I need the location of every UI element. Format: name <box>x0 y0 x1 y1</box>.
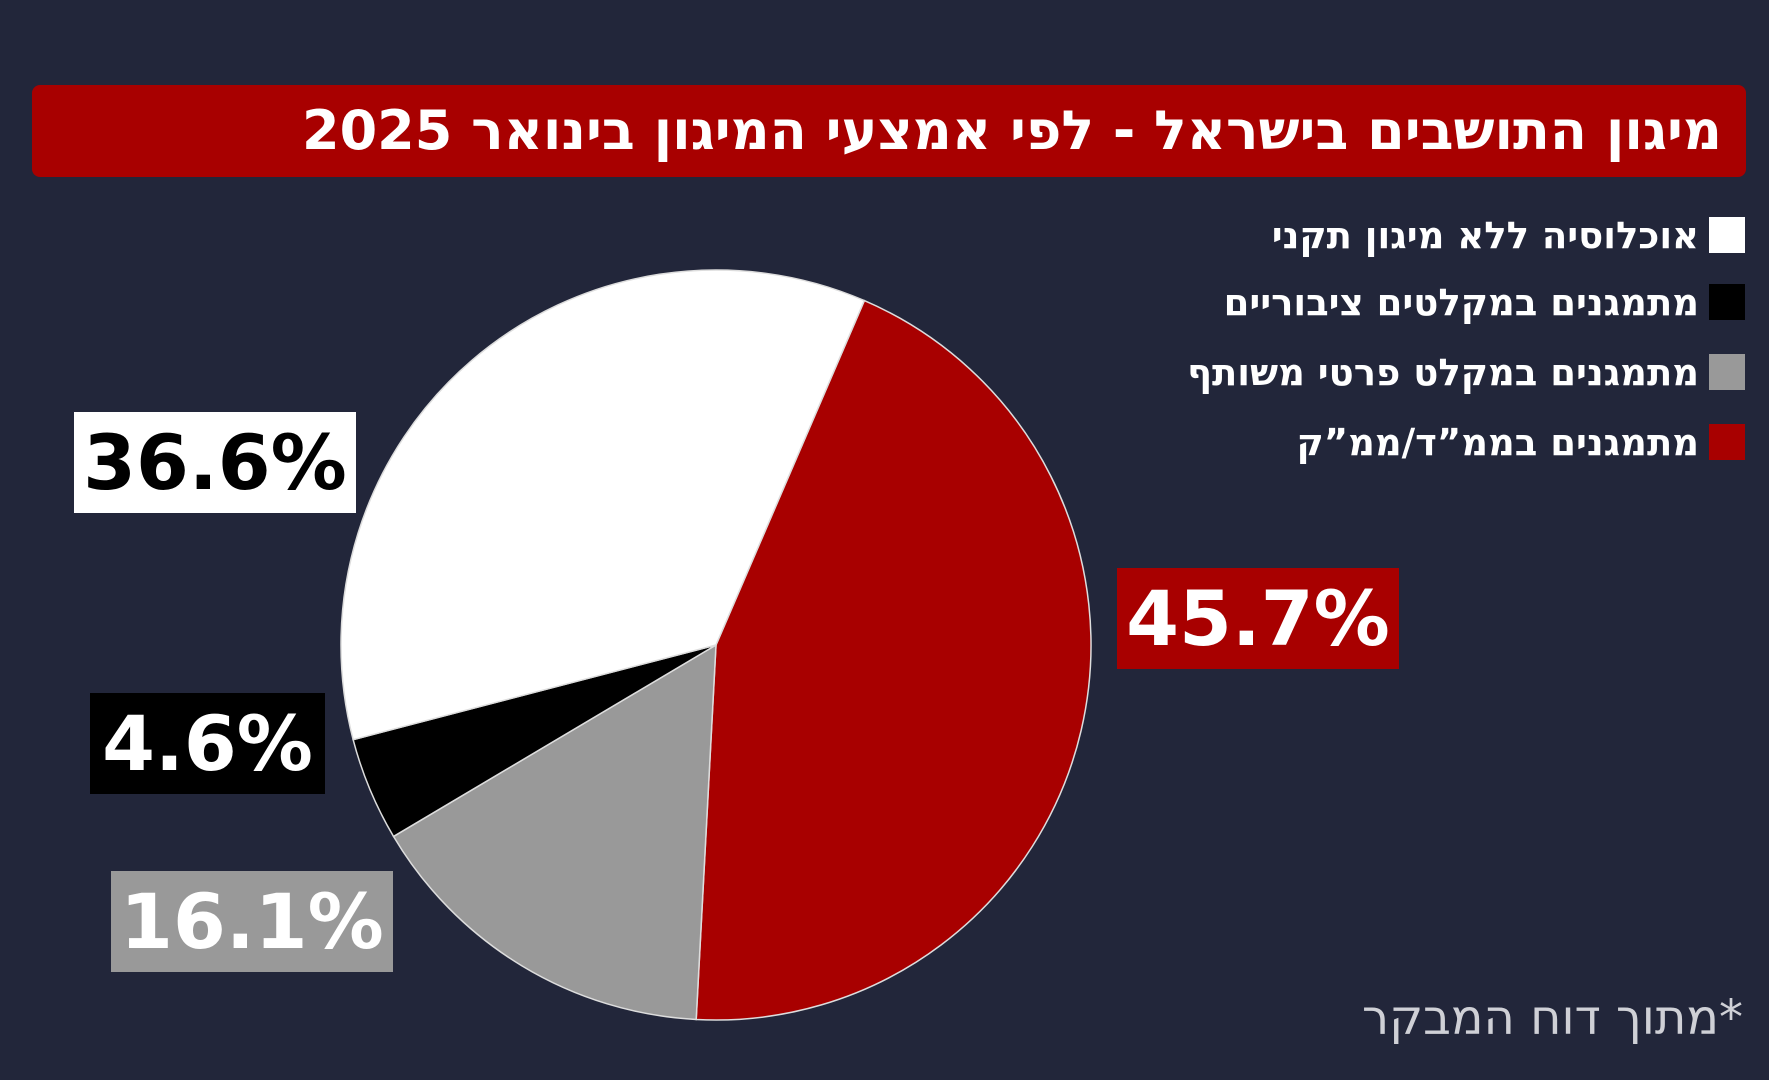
legend-swatch <box>1709 284 1745 320</box>
chart-title: מיגון התושבים בישראל - לפי אמצעי המיגון … <box>32 85 1746 177</box>
legend-item: אוכלוסיה ללא מיגון תקני <box>1272 213 1745 257</box>
value-label: 16.1% <box>111 871 393 972</box>
legend-item: מתמגנים במקלטים ציבוריים <box>1224 280 1745 324</box>
pie-slice <box>392 643 717 1021</box>
value-label: 4.6% <box>90 693 325 794</box>
legend-swatch <box>1709 424 1745 460</box>
legend-item: מתמגנים בממ”ד/ממ”ק <box>1297 420 1745 464</box>
value-label: 36.6% <box>74 412 356 513</box>
legend-item: מתמגנים במקלט פרטי משותף <box>1187 350 1745 394</box>
legend-label: מתמגנים בממ”ד/ממ”ק <box>1296 420 1699 464</box>
pie-slice <box>340 269 866 741</box>
legend-label: מתמגנים במקלטים ציבוריים <box>1223 280 1699 324</box>
source-note: *מתוך דוח המבקר <box>1361 990 1743 1046</box>
legend-label: אוכלוסיה ללא מיגון תקני <box>1271 213 1699 257</box>
value-label: 45.7% <box>1117 568 1399 669</box>
pie-slice <box>695 299 1092 1021</box>
legend-label: מתמגנים במקלט פרטי משותף <box>1187 350 1699 394</box>
legend-swatch <box>1709 217 1745 253</box>
legend-swatch <box>1709 354 1745 390</box>
